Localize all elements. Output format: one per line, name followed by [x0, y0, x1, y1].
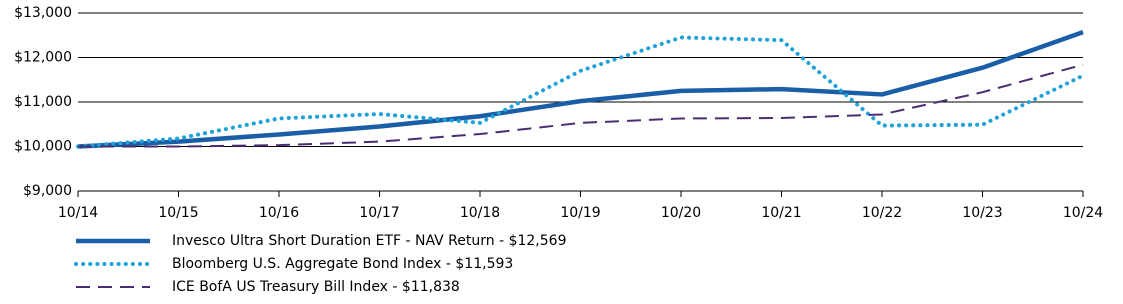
y-tick-label: $11,000: [14, 94, 72, 110]
x-tick-label: 10/18: [460, 205, 500, 221]
x-tick-label: 10/19: [560, 205, 600, 221]
x-tick-label: 10/22: [862, 205, 902, 221]
x-tick-label: 10/24: [1063, 205, 1103, 221]
x-tick-label: 10/14: [58, 205, 98, 221]
y-tick-label: $13,000: [14, 5, 72, 21]
x-tick-label: 10/21: [761, 205, 801, 221]
x-tick-label: 10/20: [661, 205, 701, 221]
series-line: [78, 63, 1084, 148]
x-tick-label: 10/16: [259, 205, 299, 221]
y-tick-label: $9,000: [23, 183, 72, 199]
x-tick-label: 10/23: [962, 205, 1002, 221]
legend-label: Invesco Ultra Short Duration ETF - NAV R…: [172, 233, 566, 249]
y-tick-label: $12,000: [14, 50, 72, 66]
y-tick-label: $10,000: [14, 139, 72, 155]
legend-label: Bloomberg U.S. Aggregate Bond Index - $1…: [172, 256, 513, 272]
x-tick-label: 10/17: [359, 205, 399, 221]
legend-label: ICE BofA US Treasury Bill Index - $11,83…: [172, 279, 460, 295]
series-line: [77, 30, 1084, 149]
x-tick-label: 10/15: [158, 205, 198, 221]
series-line: [76, 35, 1085, 149]
